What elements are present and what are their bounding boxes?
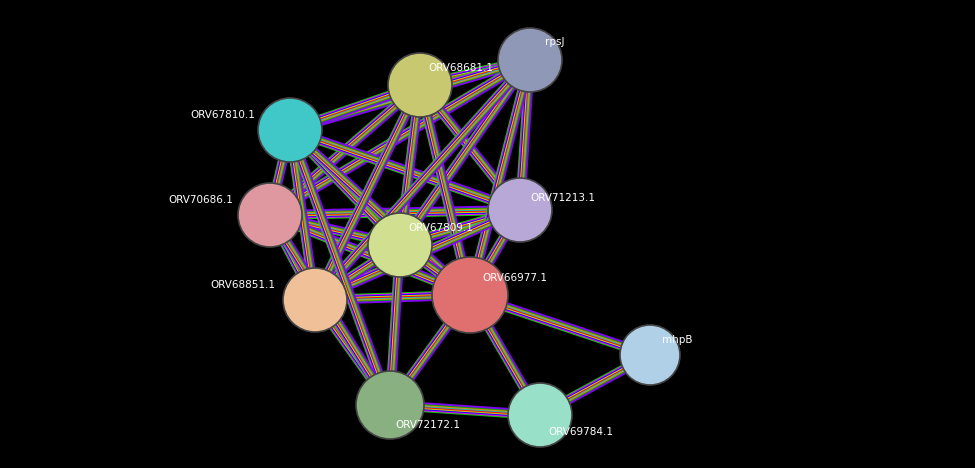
Text: ORV71213.1: ORV71213.1	[530, 193, 595, 203]
Circle shape	[368, 213, 432, 277]
Text: mhpB: mhpB	[662, 335, 692, 345]
Circle shape	[283, 268, 347, 332]
Text: ORV67809.1: ORV67809.1	[408, 223, 473, 233]
Circle shape	[488, 178, 552, 242]
Text: ORV66977.1: ORV66977.1	[482, 273, 547, 283]
Circle shape	[388, 53, 452, 117]
Text: ORV70686.1: ORV70686.1	[168, 195, 233, 205]
Text: ORV67810.1: ORV67810.1	[190, 110, 254, 120]
Text: ORV72172.1: ORV72172.1	[395, 420, 460, 430]
Text: ORV68681.1: ORV68681.1	[428, 63, 493, 73]
Circle shape	[356, 371, 424, 439]
Circle shape	[432, 257, 508, 333]
Circle shape	[238, 183, 302, 247]
Text: rpsJ: rpsJ	[545, 37, 565, 47]
Text: ORV69784.1: ORV69784.1	[548, 427, 613, 437]
Circle shape	[508, 383, 572, 447]
Text: ORV68851.1: ORV68851.1	[210, 280, 275, 290]
Circle shape	[498, 28, 562, 92]
Circle shape	[258, 98, 322, 162]
Circle shape	[620, 325, 680, 385]
